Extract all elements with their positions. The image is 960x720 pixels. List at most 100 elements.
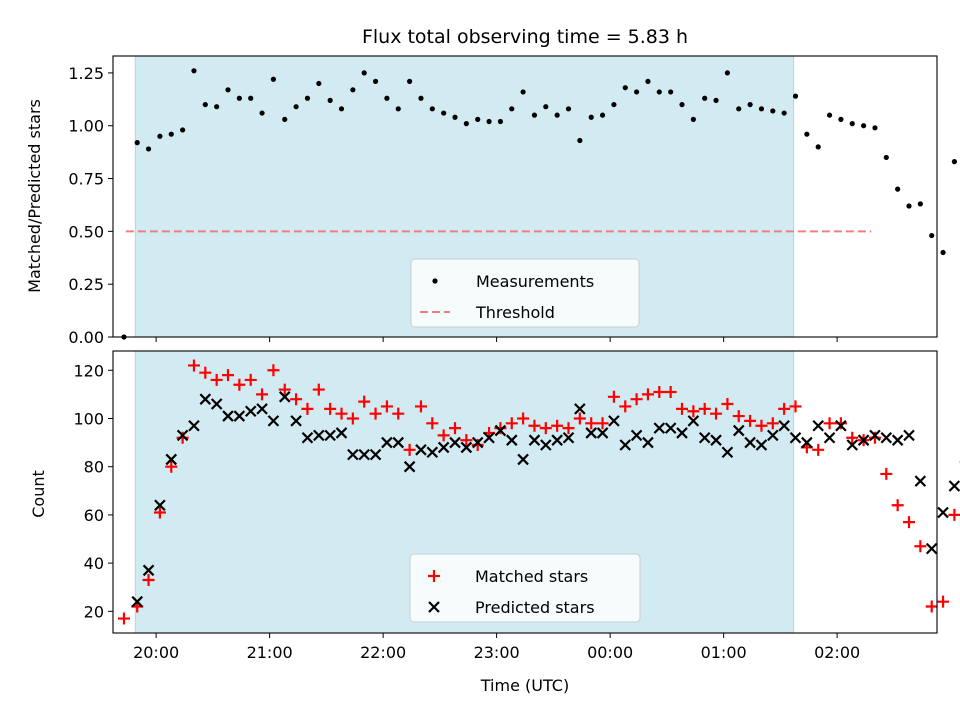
measurement-point	[145, 146, 152, 152]
x-tick-label: 21:00	[247, 643, 293, 662]
measurement-point	[622, 85, 628, 91]
matched-stars-point	[426, 417, 439, 430]
measurement-point	[452, 114, 458, 120]
measurement-point	[441, 110, 447, 116]
predicted-stars-point	[199, 393, 212, 405]
measurement-point	[951, 159, 958, 165]
measurement-point	[668, 89, 674, 95]
measurement-point	[338, 106, 345, 112]
predicted-stars-point	[755, 439, 768, 451]
predicted-stars-point	[823, 431, 836, 444]
matched-stars-point	[903, 516, 916, 529]
matched-stars-point	[630, 393, 643, 406]
legend-marker-measurements	[432, 278, 438, 284]
measurement-point	[792, 93, 799, 99]
predicted-stars-point	[653, 422, 666, 434]
matched-stars-point	[607, 390, 620, 403]
matched-stars-point	[346, 412, 359, 425]
matched-stars-point	[698, 402, 711, 415]
measurement-point	[758, 106, 765, 112]
predicted-stars-point	[142, 564, 155, 577]
measurement-point	[713, 97, 719, 103]
measurement-point	[168, 131, 174, 137]
predicted-stars-point	[767, 429, 779, 442]
matched-stars-point	[914, 540, 927, 553]
matched-stars-point	[653, 385, 666, 398]
measurement-point	[815, 144, 821, 150]
measurement-point	[463, 121, 469, 127]
chart-title: Flux total observing time = 5.83 h	[362, 26, 688, 48]
measurement-point	[906, 203, 912, 209]
matched-stars-point	[505, 417, 518, 430]
x-tick-label: 00:00	[587, 643, 633, 662]
predicted-stars-point	[131, 595, 143, 608]
bottom-axes-frame	[112, 350, 938, 634]
x-tick-label: 22:00	[360, 643, 406, 662]
predicted-stars-point	[324, 429, 336, 442]
matched-stars-point	[721, 398, 734, 411]
measurement-point	[372, 78, 379, 84]
measurement-point	[384, 95, 390, 101]
legend-label: Matched stars	[475, 567, 588, 586]
predicted-stars-point	[744, 436, 756, 449]
measurement-point	[577, 137, 583, 144]
measurement-point	[940, 249, 946, 256]
matched-stars-point	[880, 467, 893, 480]
predicted-stars-point	[596, 427, 609, 439]
predicted-stars-point	[778, 419, 790, 432]
measurement-point	[429, 106, 435, 112]
predicted-stars-point	[313, 429, 325, 442]
measurement-point	[770, 108, 776, 114]
matched-stars-point	[142, 573, 155, 586]
predicted-stars-point	[914, 475, 927, 487]
measurement-point	[475, 116, 481, 122]
predicted-stars-point	[176, 429, 189, 442]
y-tick-label: 1.00	[68, 117, 104, 136]
measurement-point	[747, 101, 753, 108]
matched-stars-point	[585, 417, 598, 430]
predicted-stars-point	[698, 431, 711, 444]
measurement-point	[883, 154, 889, 161]
measurement-point	[236, 95, 242, 101]
matched-stars-point	[710, 407, 723, 420]
predicted-stars-point	[664, 422, 677, 434]
predicted-stars-point	[278, 391, 291, 403]
bottom-panel: 20 40 60 80 100 120 20:00 21:00 22:00 23:00 00:00 0…	[73, 350, 960, 662]
predicted-stars-point	[835, 419, 847, 432]
predicted-stars-point	[483, 431, 495, 444]
predicted-stars-point	[210, 398, 223, 410]
predicted-stars-point	[244, 405, 257, 418]
matched-stars-point	[199, 366, 212, 379]
matched-stars-point	[369, 407, 382, 420]
predicted-stars-point	[846, 439, 859, 451]
matched-stars-point	[937, 595, 950, 608]
y-tick-label: 1.25	[68, 64, 104, 83]
matched-stars-point	[324, 402, 337, 415]
matched-stars-point	[471, 439, 484, 451]
matched-stars-point	[732, 410, 745, 423]
legend-box	[409, 553, 641, 623]
predicted-stars-point	[347, 448, 359, 461]
matched-stars-point	[392, 407, 405, 420]
predicted-stars-point	[619, 439, 632, 451]
top-panel: 0.00 0.25 0.50 0.75 1.00 1.25 Measurements Thre…	[68, 55, 958, 347]
matched-stars-point	[267, 364, 280, 377]
predicted-stars-point	[437, 441, 450, 454]
x-tick-label: 23:00	[474, 643, 520, 662]
matched-stars-point	[301, 402, 314, 415]
matched-stars-point	[766, 417, 779, 430]
measurement-point	[781, 110, 787, 116]
matched-stars-point	[187, 359, 200, 372]
matched-stars-point	[278, 383, 291, 396]
matched-stars-point	[494, 422, 507, 435]
predicted-stars-point	[154, 499, 166, 512]
predicted-stars-point	[562, 431, 575, 444]
predicted-stars-point	[369, 448, 382, 461]
matched-stars-point	[834, 417, 847, 430]
predicted-stars-point	[676, 427, 688, 439]
measurement-point	[895, 186, 901, 192]
matched-stars-point	[744, 414, 757, 427]
predicted-stars-point	[551, 434, 563, 446]
measurement-point	[157, 133, 163, 139]
measurement-point	[917, 201, 923, 207]
